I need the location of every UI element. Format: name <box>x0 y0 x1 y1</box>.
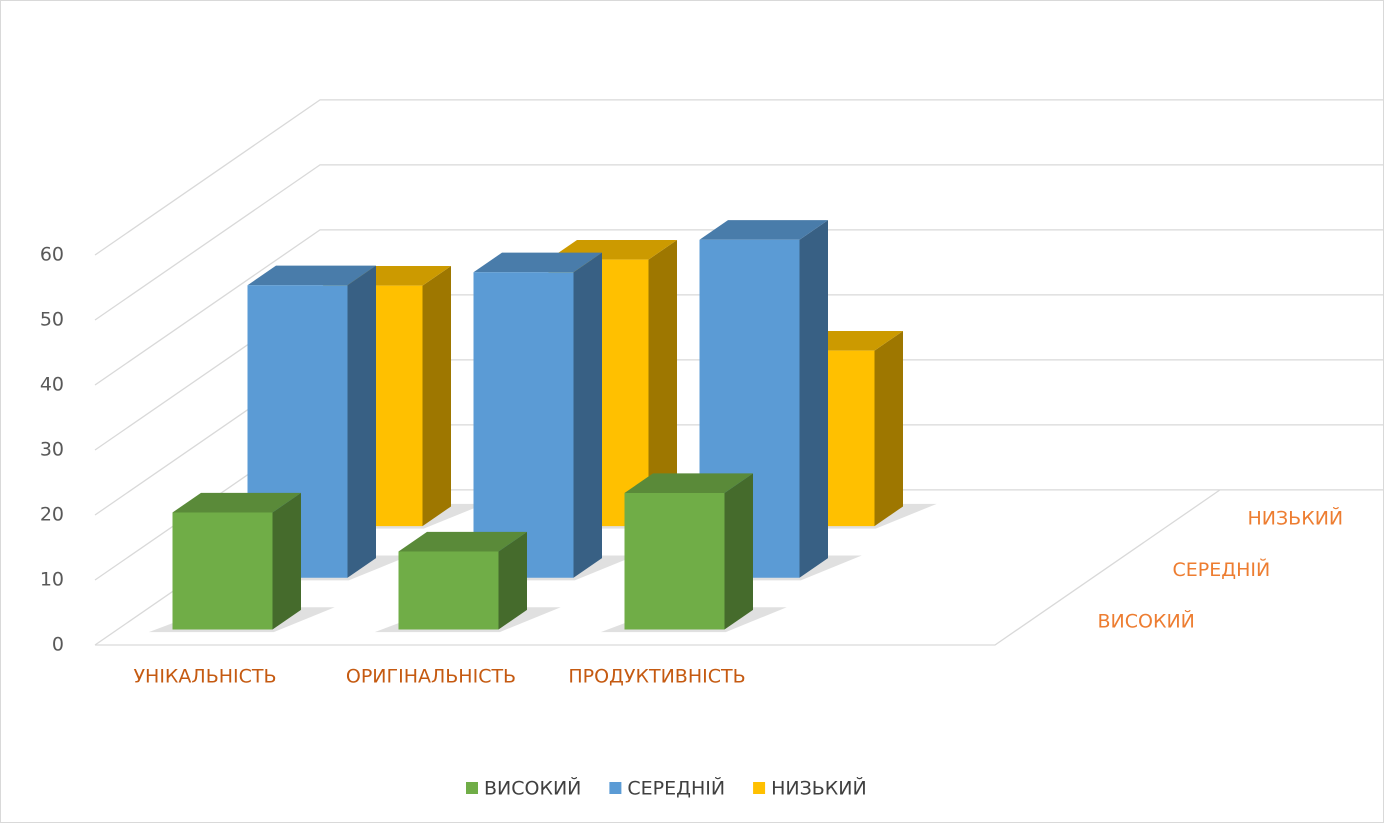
legend-swatch <box>466 782 478 794</box>
bar <box>600 473 787 633</box>
bar-top <box>473 252 602 273</box>
bar <box>148 492 335 633</box>
legend-swatch <box>609 782 622 794</box>
depth-label: НИЗЬКИЙ <box>1248 506 1344 529</box>
bar-side <box>799 220 828 578</box>
bar-top <box>172 492 301 513</box>
bar-side <box>573 252 602 578</box>
y-tick-label: 40 <box>40 374 64 396</box>
floor-edge <box>95 489 1221 646</box>
x-tick-label: ОРИГІНАЛЬНІСТЬ <box>346 666 516 688</box>
bar-front <box>398 551 499 630</box>
bar-side <box>422 265 451 527</box>
bar <box>374 531 561 633</box>
x-tick-label: УНІКАЛЬНІСТЬ <box>133 666 276 688</box>
bar-top <box>624 473 753 493</box>
legend-label: НИЗЬКИЙ <box>771 777 867 800</box>
grid-line <box>94 229 1384 386</box>
bar-side <box>874 330 903 527</box>
y-tick-label: 0 <box>52 634 64 656</box>
y-tick-label: 20 <box>40 504 64 526</box>
bar-side <box>724 473 753 630</box>
y-tick-label: 50 <box>40 309 64 331</box>
bar-side <box>347 265 376 578</box>
bar-side <box>648 239 677 527</box>
bar-front <box>624 492 725 630</box>
y-tick-label: 60 <box>40 244 64 266</box>
x-tick-label: ПРОДУКТИВНІСТЬ <box>568 666 745 688</box>
depth-label: ВИСОКИЙ <box>1098 610 1195 633</box>
grid-line <box>94 164 1384 321</box>
bar-side <box>498 531 527 630</box>
legend-swatch <box>753 782 766 794</box>
bar <box>449 252 636 581</box>
grid-line <box>94 99 1384 256</box>
bar-top <box>699 220 828 240</box>
bar-front <box>172 512 273 630</box>
y-tick-label: 10 <box>40 569 64 591</box>
bar-side <box>272 492 301 630</box>
bar-top <box>247 265 376 286</box>
y-tick-label: 30 <box>40 439 64 461</box>
legend-label: СЕРЕДНІЙ <box>627 777 725 800</box>
bar-top <box>398 531 527 552</box>
depth-label: СЕРЕДНІЙ <box>1173 558 1271 581</box>
legend-label: ВИСОКИЙ <box>484 777 581 800</box>
bar-front <box>473 272 574 578</box>
